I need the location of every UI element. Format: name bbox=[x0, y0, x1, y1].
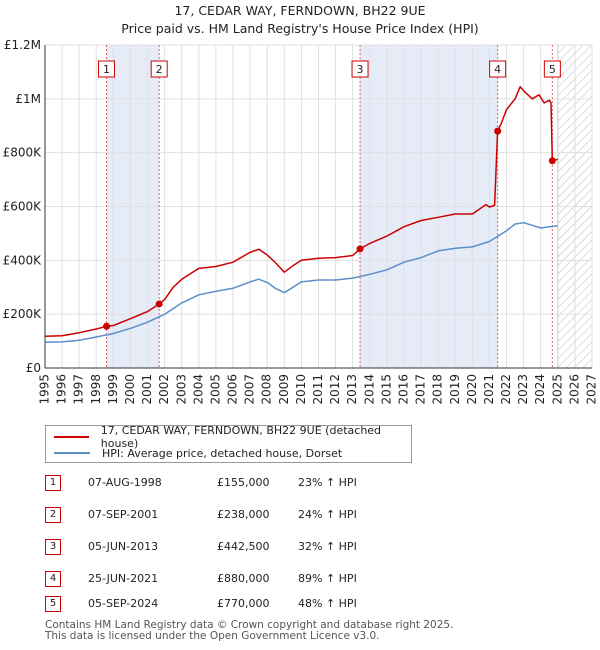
y-tick-label: £800K bbox=[3, 146, 43, 160]
x-tick-label: 2023 bbox=[516, 374, 530, 405]
x-tick-label: 2024 bbox=[533, 374, 547, 405]
x-tick-label: 2008 bbox=[260, 374, 274, 405]
legend-label-hpi: HPI: Average price, detached house, Dors… bbox=[102, 446, 343, 460]
sale-hpi-change: 23% ↑ HPI bbox=[298, 476, 357, 489]
x-tick-label: 2022 bbox=[499, 374, 513, 405]
x-tick-label: 1997 bbox=[72, 374, 86, 405]
sale-hpi-change: 32% ↑ HPI bbox=[298, 540, 357, 553]
chart-title-block: 17, CEDAR WAY, FERNDOWN, BH22 9UE Price … bbox=[0, 2, 600, 38]
sale-label-box bbox=[489, 60, 507, 78]
sale-point bbox=[548, 157, 556, 165]
x-tick-label: 2011 bbox=[311, 374, 325, 405]
sale-label-text: 2 bbox=[156, 63, 163, 76]
x-tick-label: 1998 bbox=[89, 374, 103, 405]
legend-label-property: 17, CEDAR WAY, FERNDOWN, BH22 9UE (detac… bbox=[100, 424, 382, 450]
y-tick-label: £0 bbox=[26, 361, 41, 375]
y-tick-label: £400K bbox=[3, 253, 43, 267]
x-tick-label: 2012 bbox=[328, 374, 342, 405]
sale-price: £880,000 bbox=[217, 572, 270, 585]
x-tick-label: 2002 bbox=[157, 374, 171, 405]
sale-row: 4 25-JUN-2021 £880,000 89% ↑ HPI bbox=[45, 571, 405, 587]
legend-swatch-property bbox=[54, 436, 89, 438]
sale-label-text: 3 bbox=[357, 63, 364, 76]
sale-label-text: 4 bbox=[494, 63, 501, 76]
legend-item-property: 17, CEDAR WAY, FERNDOWN, BH22 9UE (detac… bbox=[54, 424, 411, 450]
sale-row: 3 05-JUN-2013 £442,500 32% ↑ HPI bbox=[45, 539, 405, 555]
sale-label-text: 5 bbox=[549, 63, 556, 76]
sale-label-box bbox=[150, 60, 168, 78]
y-tick-label: £600K bbox=[3, 200, 43, 214]
x-tick-label: 2013 bbox=[345, 374, 359, 405]
x-tick-label: 2020 bbox=[465, 374, 479, 405]
x-tick-label: 2009 bbox=[277, 374, 291, 405]
x-tick-label: 2001 bbox=[140, 374, 154, 405]
sale-date: 07-SEP-2001 bbox=[88, 508, 159, 521]
x-tick-label: 2019 bbox=[448, 374, 462, 405]
sale-badge: 2 bbox=[45, 507, 61, 523]
x-tick-label: 2027 bbox=[585, 374, 599, 405]
x-tick-label: 2018 bbox=[431, 374, 445, 405]
sale-row: 2 07-SEP-2001 £238,000 24% ↑ HPI bbox=[45, 507, 405, 523]
x-tick-label: 2014 bbox=[362, 374, 376, 405]
sale-point bbox=[155, 300, 163, 308]
sale-label-box bbox=[351, 60, 369, 78]
sale-point bbox=[494, 127, 502, 135]
chart-title: 17, CEDAR WAY, FERNDOWN, BH22 9UE bbox=[174, 3, 426, 18]
footer-attribution: Contains HM Land Registry data © Crown c… bbox=[45, 620, 453, 642]
x-tick-label: 2021 bbox=[482, 374, 496, 405]
x-tick-label: 1995 bbox=[38, 374, 52, 405]
x-tick-label: 2006 bbox=[226, 374, 240, 405]
sale-hpi-change: 89% ↑ HPI bbox=[298, 572, 357, 585]
footer-line-2: This data is licensed under the Open Gov… bbox=[45, 630, 380, 642]
sale-label-box bbox=[98, 60, 116, 78]
sale-date: 05-JUN-2013 bbox=[88, 540, 159, 553]
x-tick-label: 2003 bbox=[174, 374, 188, 405]
legend: 17, CEDAR WAY, FERNDOWN, BH22 9UE (detac… bbox=[45, 424, 412, 463]
sale-hpi-change: 24% ↑ HPI bbox=[298, 508, 357, 521]
sale-price: £770,000 bbox=[217, 597, 270, 610]
sale-badge: 5 bbox=[45, 596, 61, 612]
sale-hpi-change: 48% ↑ HPI bbox=[298, 597, 357, 610]
x-tick-label: 2004 bbox=[191, 374, 205, 405]
sale-label-box bbox=[543, 60, 561, 78]
series-line bbox=[44, 221, 558, 343]
x-tick-label: 2015 bbox=[379, 374, 393, 405]
sale-badge: 1 bbox=[45, 475, 61, 491]
legend-swatch-hpi bbox=[54, 452, 90, 454]
sale-price: £155,000 bbox=[217, 476, 270, 489]
x-tick-label: 2025 bbox=[550, 374, 564, 405]
y-tick-label: £1.2M bbox=[4, 38, 41, 52]
x-tick-label: 2007 bbox=[243, 374, 257, 405]
y-tick-label: £1M bbox=[15, 92, 41, 106]
sale-point bbox=[356, 245, 364, 253]
legend-item-hpi: HPI: Average price, detached house, Dors… bbox=[54, 446, 342, 460]
x-tick-label: 1996 bbox=[55, 374, 69, 405]
sale-price: £238,000 bbox=[217, 508, 270, 521]
sale-price: £442,500 bbox=[217, 540, 270, 553]
chart-subtitle: Price paid vs. HM Land Registry's House … bbox=[121, 21, 479, 36]
x-tick-label: 2005 bbox=[208, 374, 222, 405]
sale-date: 25-JUN-2021 bbox=[88, 572, 159, 585]
sale-point bbox=[103, 322, 111, 330]
sale-date: 05-SEP-2024 bbox=[88, 597, 159, 610]
sale-badge: 3 bbox=[45, 539, 61, 555]
x-tick-label: 2000 bbox=[123, 374, 137, 405]
sale-row: 5 05-SEP-2024 £770,000 48% ↑ HPI bbox=[45, 596, 405, 612]
x-tick-label: 2017 bbox=[414, 374, 428, 405]
sale-row: 1 07-AUG-1998 £155,000 23% ↑ HPI bbox=[45, 475, 405, 491]
x-tick-label: 2026 bbox=[567, 374, 581, 405]
x-tick-label: 2016 bbox=[396, 374, 410, 405]
x-tick-label: 2010 bbox=[294, 374, 308, 405]
sale-badge: 4 bbox=[45, 571, 61, 587]
x-tick-label: 1999 bbox=[106, 374, 120, 405]
sale-date: 07-AUG-1998 bbox=[88, 476, 162, 489]
sale-label-text: 1 bbox=[103, 63, 110, 76]
y-tick-label: £200K bbox=[3, 307, 43, 321]
footer-line-1: Contains HM Land Registry data © Crown c… bbox=[45, 619, 454, 631]
